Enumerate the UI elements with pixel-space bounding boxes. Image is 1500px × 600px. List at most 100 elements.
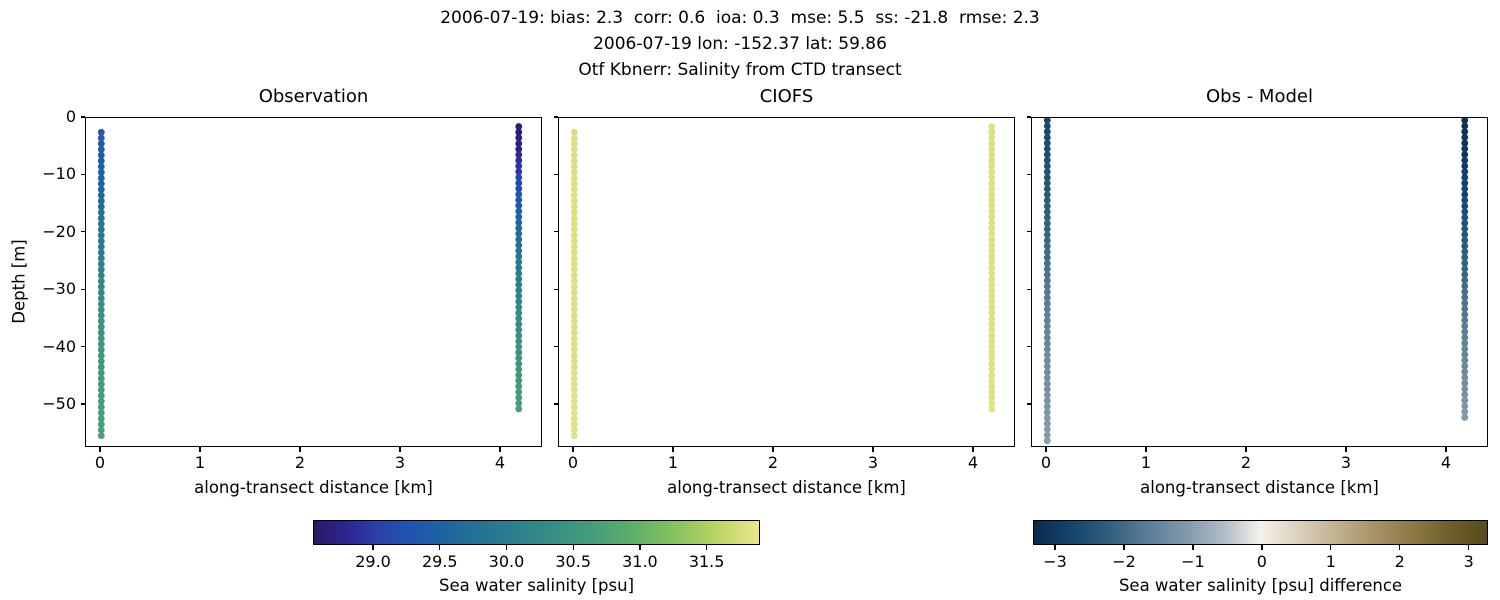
profile-dot [1461, 139, 1469, 147]
profile-dot [988, 371, 996, 379]
profile-dot [1043, 431, 1051, 439]
profile-dot [1461, 191, 1469, 199]
profile-dot [570, 357, 578, 365]
profile-dot [988, 365, 996, 373]
profile-dot [570, 329, 578, 337]
x-tick-label: 1 [1140, 453, 1152, 472]
profile-dot [97, 352, 105, 360]
profile-dot [1043, 380, 1051, 388]
profile-dot [1043, 179, 1051, 187]
profile-dot [515, 162, 523, 170]
profile-dot [1461, 179, 1469, 187]
profile-dot [988, 145, 996, 153]
profile-dot [1461, 118, 1469, 124]
profile-dot [1043, 425, 1051, 433]
profile-dot [1043, 322, 1051, 330]
profile-dot [570, 208, 578, 216]
profile-dot [97, 409, 105, 417]
profile-dot [1043, 231, 1051, 239]
colorbar-tick-label: 29.5 [421, 552, 458, 571]
colorbar-difference [1033, 520, 1488, 545]
profile-dot [1043, 408, 1051, 416]
x-tick-label: 0 [1040, 453, 1052, 472]
profile-dot [570, 294, 578, 302]
profile-dot [570, 231, 578, 239]
profile-column-obs-model-1 [1461, 118, 1469, 421]
profile-dot [515, 173, 523, 181]
profile-dot [1461, 145, 1469, 153]
y-tick [1026, 173, 1031, 176]
profile-dot [988, 382, 996, 390]
profile-dot [515, 207, 523, 215]
profile-dot [97, 294, 105, 302]
profile-dot [988, 179, 996, 187]
profile-dot [515, 315, 523, 322]
profile-dot [1043, 334, 1051, 342]
profile-dot [1461, 288, 1469, 296]
profile-dot [515, 179, 523, 187]
profile-dot [515, 247, 523, 255]
profile-dot [515, 309, 523, 317]
profile-dot [570, 243, 578, 251]
profile-dot [1043, 311, 1051, 319]
profile-dot [97, 163, 105, 171]
profile-dot [1461, 156, 1469, 164]
profile-dot [1043, 122, 1051, 130]
profile-dot [570, 186, 578, 193]
profile-dot [1461, 162, 1469, 170]
profile-dot [1461, 396, 1469, 404]
panel-title-obs-model: Obs - Model [1206, 86, 1313, 107]
profile-dot [1043, 202, 1051, 210]
colorbar-tick-label: 3 [1463, 552, 1474, 571]
profile-dot [515, 236, 523, 243]
profile-dot [97, 306, 105, 314]
profile-dot [515, 275, 523, 283]
profile-dot [1461, 254, 1469, 261]
x-tick [399, 447, 401, 452]
profile-dot [515, 349, 523, 356]
suptitle-line-2: 2006-07-19 lon: -152.37 lat: 59.86 [593, 34, 887, 54]
profile-dot [515, 286, 523, 294]
profile-dot [988, 162, 996, 170]
profile-dot [988, 298, 996, 306]
profile-dot [1461, 282, 1469, 290]
x-tick [1045, 447, 1047, 452]
profile-dot [1043, 208, 1051, 216]
profile-dot [1043, 191, 1051, 199]
x-tick-label: 1 [194, 453, 206, 472]
profile-dot [1043, 288, 1051, 296]
profile-dot [515, 394, 523, 402]
profile-dot [988, 399, 996, 407]
profile-dot [515, 134, 523, 142]
profile-dot [570, 352, 578, 360]
profile-dot [97, 231, 105, 239]
profile-dot [1461, 271, 1469, 279]
profile-dot [1043, 385, 1051, 393]
profile-dot [570, 386, 578, 394]
profile-dot [515, 320, 523, 328]
profile-dot [570, 157, 578, 165]
x-tick [299, 447, 301, 452]
profile-dot [988, 190, 996, 198]
profile-dot [515, 269, 523, 277]
x-tick-label: 3 [867, 453, 879, 472]
scatter-obs-model [1043, 118, 1469, 445]
profile-dot [570, 340, 578, 348]
profile-dot [988, 219, 996, 226]
profile-dot [988, 292, 996, 300]
profile-dot [1043, 168, 1051, 176]
profile-dot [97, 134, 105, 142]
profile-dot [570, 266, 578, 274]
profile-dot [988, 213, 996, 221]
profile-dot [97, 386, 105, 394]
profile-dot [988, 326, 996, 334]
y-tick [553, 116, 558, 118]
profile-dot [570, 191, 578, 199]
profile-dot [1461, 379, 1469, 387]
profile-dot [515, 219, 523, 226]
colorbar-tick [1123, 545, 1125, 550]
profile-dot [1461, 265, 1469, 273]
profile-dot [1043, 151, 1051, 159]
profile-dot [1043, 242, 1051, 250]
x-tick [99, 447, 101, 452]
